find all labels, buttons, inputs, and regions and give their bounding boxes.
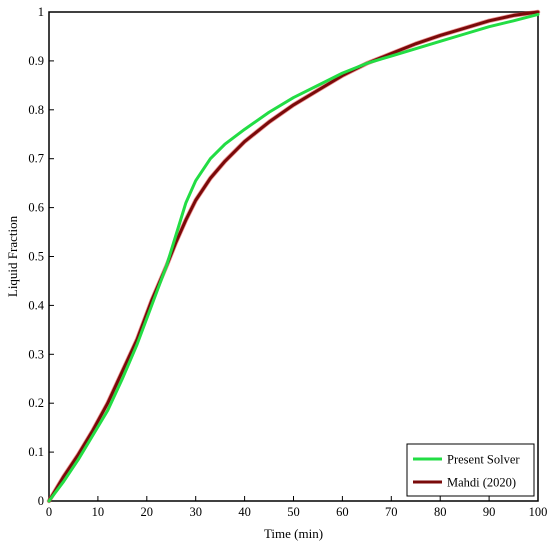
y-tick-label: 0.9 <box>28 54 44 68</box>
x-tick-label: 0 <box>46 505 52 519</box>
y-tick-label: 0.3 <box>28 347 44 361</box>
y-tick-label: 1 <box>38 5 44 19</box>
y-tick-label: 0.6 <box>28 201 44 215</box>
y-tick-label: 0.4 <box>28 298 44 312</box>
x-tick-label: 20 <box>141 505 154 519</box>
x-tick-label: 60 <box>336 505 349 519</box>
x-tick-label: 50 <box>287 505 300 519</box>
x-tick-label: 10 <box>92 505 105 519</box>
y-tick-label: 0.8 <box>28 103 44 117</box>
x-axis-title: Time (min) <box>264 526 323 541</box>
legend-box <box>406 443 535 497</box>
y-axis-title: Liquid Fraction <box>5 215 20 297</box>
legend-label-present-solver: Present Solver <box>447 453 520 467</box>
y-tick-label: 0.1 <box>28 445 44 459</box>
x-axis-ticks: 0 10 20 30 40 50 60 70 80 90 100 <box>46 496 548 519</box>
x-tick-label: 40 <box>238 505 251 519</box>
x-tick-label: 70 <box>385 505 398 519</box>
legend-label-mahdi-2020: Mahdi (2020) <box>447 476 516 490</box>
x-tick-label: 90 <box>483 505 496 519</box>
y-axis-ticks: 0 0.1 0.2 0.3 0.4 0.5 0.6 0.7 0.8 0.9 1 <box>28 5 54 508</box>
y-tick-label: 0.2 <box>28 396 44 410</box>
series-halo-mahdi-2020 <box>46 9 541 504</box>
y-tick-label: 0.7 <box>28 152 44 166</box>
plot-frame <box>48 11 539 502</box>
y-tick-label: 0.5 <box>28 250 44 264</box>
series-line-mahdi-2020 <box>47 10 540 503</box>
series-line-present-solver <box>47 12 540 503</box>
x-tick-label: 30 <box>189 505 202 519</box>
x-tick-label: 100 <box>529 505 548 519</box>
legend: Present Solver Mahdi (2020) <box>406 443 535 497</box>
series-layer <box>46 9 541 504</box>
y-tick-label: 0 <box>38 494 44 508</box>
x-tick-label: 80 <box>434 505 447 519</box>
